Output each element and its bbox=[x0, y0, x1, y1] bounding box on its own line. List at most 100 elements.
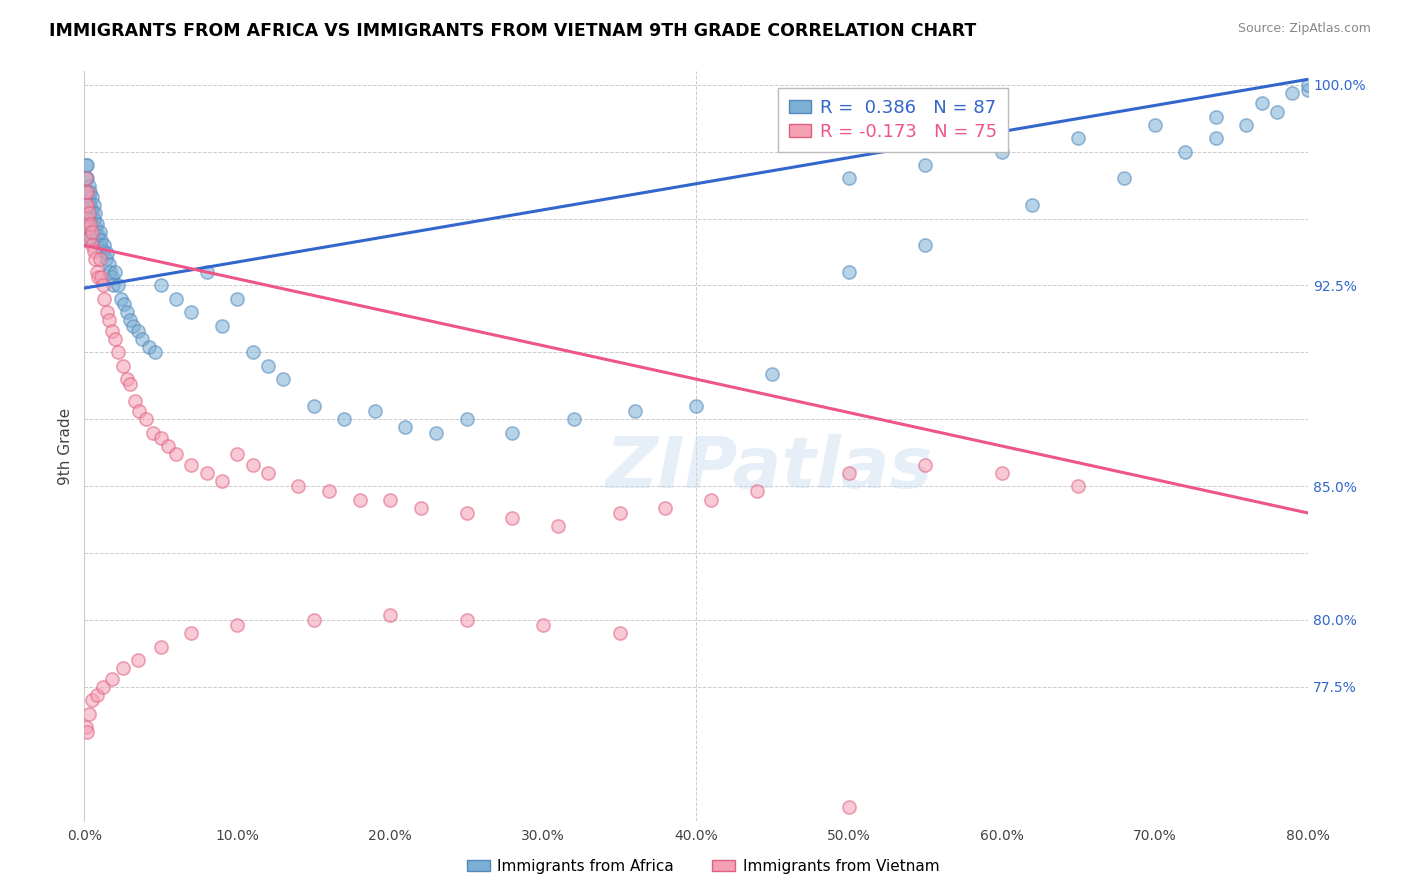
Point bbox=[180, 626, 202, 640]
Point bbox=[89, 252, 111, 266]
Point bbox=[195, 466, 218, 480]
Point bbox=[75, 185, 97, 199]
Point bbox=[380, 607, 402, 622]
Text: ZIPatlas: ZIPatlas bbox=[606, 434, 934, 503]
Point bbox=[157, 439, 180, 453]
Point bbox=[138, 340, 160, 354]
Point bbox=[142, 425, 165, 440]
Point bbox=[96, 305, 118, 319]
Point bbox=[226, 447, 249, 461]
Point bbox=[149, 431, 172, 445]
Point bbox=[75, 217, 97, 231]
Point bbox=[91, 244, 114, 258]
Point bbox=[115, 305, 138, 319]
Point bbox=[1296, 78, 1319, 92]
Point bbox=[333, 412, 356, 426]
Point bbox=[89, 238, 111, 252]
Point bbox=[409, 500, 432, 515]
Point bbox=[79, 185, 101, 199]
Point bbox=[86, 265, 108, 279]
Point bbox=[120, 377, 142, 392]
Legend: Immigrants from Africa, Immigrants from Vietnam: Immigrants from Africa, Immigrants from … bbox=[461, 853, 945, 880]
Point bbox=[91, 680, 114, 694]
Point bbox=[654, 500, 676, 515]
Y-axis label: 9th Grade: 9th Grade bbox=[58, 408, 73, 484]
Point bbox=[838, 265, 860, 279]
Point bbox=[349, 492, 371, 507]
Point bbox=[80, 203, 103, 218]
Point bbox=[91, 278, 114, 293]
Point bbox=[79, 211, 101, 226]
Point bbox=[84, 219, 107, 234]
Point bbox=[562, 412, 585, 426]
Point bbox=[257, 466, 280, 480]
Point bbox=[624, 404, 647, 418]
Point bbox=[76, 725, 98, 739]
Point bbox=[211, 318, 233, 333]
Point bbox=[127, 324, 149, 338]
Point bbox=[502, 511, 524, 525]
Point bbox=[83, 244, 105, 258]
Point bbox=[101, 672, 124, 686]
Point bbox=[77, 706, 100, 721]
Point bbox=[914, 458, 936, 472]
Point bbox=[257, 359, 280, 373]
Point bbox=[110, 292, 132, 306]
Point bbox=[112, 297, 135, 311]
Point bbox=[97, 313, 120, 327]
Point bbox=[211, 474, 233, 488]
Point bbox=[502, 425, 524, 440]
Point bbox=[103, 278, 125, 293]
Point bbox=[83, 211, 105, 226]
Point bbox=[87, 227, 110, 242]
Point bbox=[838, 800, 860, 814]
Point bbox=[287, 479, 309, 493]
Point bbox=[90, 270, 112, 285]
Point bbox=[1236, 118, 1258, 132]
Point bbox=[93, 292, 115, 306]
Point bbox=[302, 399, 325, 413]
Point bbox=[531, 618, 554, 632]
Point bbox=[302, 613, 325, 627]
Point bbox=[1265, 104, 1288, 119]
Point bbox=[685, 399, 707, 413]
Point bbox=[1021, 198, 1043, 212]
Point bbox=[1174, 145, 1197, 159]
Point bbox=[609, 626, 631, 640]
Text: IMMIGRANTS FROM AFRICA VS IMMIGRANTS FROM VIETNAM 9TH GRADE CORRELATION CHART: IMMIGRANTS FROM AFRICA VS IMMIGRANTS FRO… bbox=[49, 22, 976, 40]
Point bbox=[75, 185, 97, 199]
Point bbox=[76, 158, 98, 172]
Point bbox=[747, 484, 769, 499]
Point bbox=[226, 618, 249, 632]
Point bbox=[991, 145, 1014, 159]
Point bbox=[1067, 131, 1090, 145]
Point bbox=[838, 171, 860, 186]
Point bbox=[991, 466, 1014, 480]
Point bbox=[914, 238, 936, 252]
Point bbox=[242, 345, 264, 359]
Point bbox=[80, 238, 103, 252]
Point bbox=[1281, 86, 1303, 100]
Point bbox=[135, 412, 157, 426]
Point bbox=[104, 265, 127, 279]
Point bbox=[94, 252, 117, 266]
Point bbox=[1205, 110, 1227, 124]
Point bbox=[75, 171, 97, 186]
Point bbox=[165, 292, 187, 306]
Point bbox=[89, 225, 111, 239]
Point bbox=[101, 324, 124, 338]
Point bbox=[76, 185, 98, 199]
Point bbox=[75, 233, 97, 247]
Point bbox=[87, 270, 110, 285]
Point bbox=[1143, 118, 1166, 132]
Point bbox=[914, 158, 936, 172]
Point bbox=[115, 372, 138, 386]
Point bbox=[77, 201, 100, 215]
Point bbox=[75, 158, 97, 172]
Point bbox=[124, 393, 146, 408]
Point bbox=[609, 506, 631, 520]
Point bbox=[107, 278, 129, 293]
Point bbox=[425, 425, 447, 440]
Point bbox=[76, 185, 98, 199]
Point bbox=[1205, 131, 1227, 145]
